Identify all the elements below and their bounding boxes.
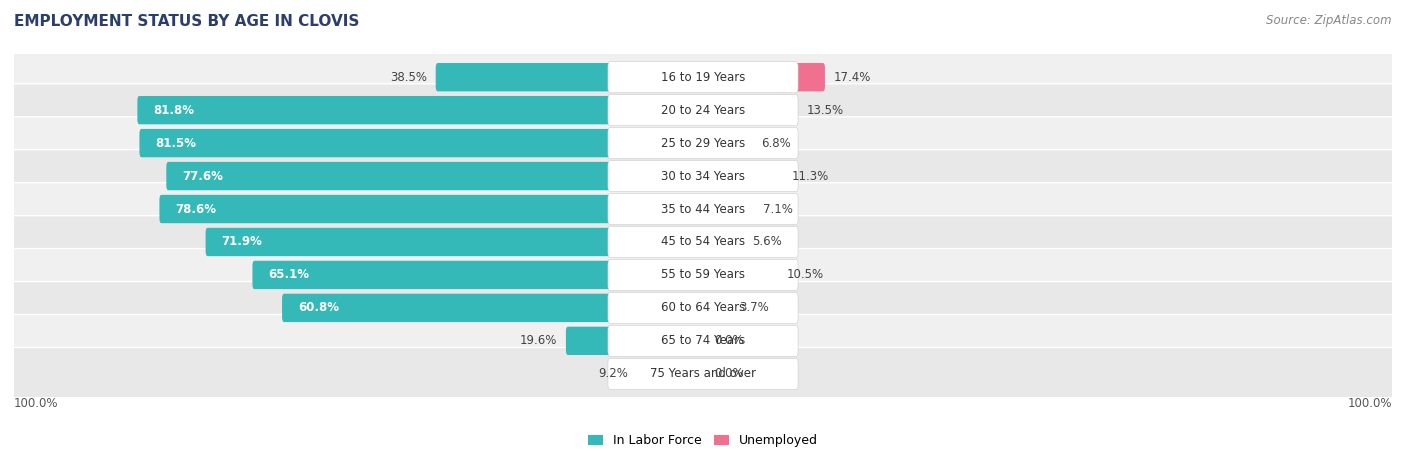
- FancyBboxPatch shape: [702, 96, 799, 124]
- FancyBboxPatch shape: [607, 292, 799, 323]
- FancyBboxPatch shape: [205, 228, 704, 256]
- FancyBboxPatch shape: [436, 63, 704, 92]
- Text: 75 Years and over: 75 Years and over: [650, 367, 756, 380]
- Text: 30 to 34 Years: 30 to 34 Years: [661, 170, 745, 183]
- FancyBboxPatch shape: [10, 117, 1396, 170]
- FancyBboxPatch shape: [283, 294, 704, 322]
- FancyBboxPatch shape: [159, 195, 704, 223]
- Text: EMPLOYMENT STATUS BY AGE IN CLOVIS: EMPLOYMENT STATUS BY AGE IN CLOVIS: [14, 14, 360, 28]
- FancyBboxPatch shape: [607, 128, 799, 159]
- FancyBboxPatch shape: [10, 216, 1396, 268]
- Text: 6.8%: 6.8%: [761, 137, 790, 150]
- Text: 81.8%: 81.8%: [153, 104, 194, 117]
- Text: 65.1%: 65.1%: [269, 268, 309, 281]
- FancyBboxPatch shape: [702, 195, 754, 223]
- Text: 38.5%: 38.5%: [389, 71, 427, 84]
- Text: 13.5%: 13.5%: [807, 104, 844, 117]
- Text: 3.7%: 3.7%: [740, 301, 769, 314]
- Text: 0.0%: 0.0%: [714, 334, 744, 347]
- FancyBboxPatch shape: [702, 228, 744, 256]
- FancyBboxPatch shape: [607, 259, 799, 290]
- Text: 0.0%: 0.0%: [714, 367, 744, 380]
- Text: 100.0%: 100.0%: [14, 397, 59, 410]
- Text: 9.2%: 9.2%: [599, 367, 628, 380]
- Text: 25 to 29 Years: 25 to 29 Years: [661, 137, 745, 150]
- FancyBboxPatch shape: [10, 314, 1396, 367]
- Text: 16 to 19 Years: 16 to 19 Years: [661, 71, 745, 84]
- Text: 71.9%: 71.9%: [221, 235, 263, 249]
- FancyBboxPatch shape: [10, 51, 1396, 104]
- FancyBboxPatch shape: [607, 193, 799, 225]
- FancyBboxPatch shape: [10, 183, 1396, 235]
- Text: 17.4%: 17.4%: [834, 71, 872, 84]
- FancyBboxPatch shape: [637, 359, 704, 388]
- Text: 35 to 44 Years: 35 to 44 Years: [661, 202, 745, 216]
- Text: 60 to 64 Years: 60 to 64 Years: [661, 301, 745, 314]
- Text: 10.5%: 10.5%: [786, 268, 824, 281]
- FancyBboxPatch shape: [702, 162, 783, 190]
- FancyBboxPatch shape: [10, 347, 1396, 400]
- FancyBboxPatch shape: [10, 150, 1396, 202]
- FancyBboxPatch shape: [166, 162, 704, 190]
- Text: 11.3%: 11.3%: [792, 170, 830, 183]
- Text: 55 to 59 Years: 55 to 59 Years: [661, 268, 745, 281]
- FancyBboxPatch shape: [565, 327, 704, 355]
- Text: 20 to 24 Years: 20 to 24 Years: [661, 104, 745, 117]
- FancyBboxPatch shape: [607, 161, 799, 192]
- Text: 65 to 74 Years: 65 to 74 Years: [661, 334, 745, 347]
- FancyBboxPatch shape: [702, 294, 731, 322]
- Text: 81.5%: 81.5%: [155, 137, 197, 150]
- FancyBboxPatch shape: [607, 226, 799, 258]
- Text: 19.6%: 19.6%: [520, 334, 557, 347]
- FancyBboxPatch shape: [253, 261, 704, 289]
- FancyBboxPatch shape: [702, 129, 752, 157]
- FancyBboxPatch shape: [10, 281, 1396, 334]
- FancyBboxPatch shape: [607, 325, 799, 356]
- Text: 45 to 54 Years: 45 to 54 Years: [661, 235, 745, 249]
- Text: 7.1%: 7.1%: [763, 202, 793, 216]
- FancyBboxPatch shape: [702, 261, 778, 289]
- FancyBboxPatch shape: [10, 84, 1396, 137]
- Text: 60.8%: 60.8%: [298, 301, 339, 314]
- FancyBboxPatch shape: [139, 129, 704, 157]
- Text: 100.0%: 100.0%: [1347, 397, 1392, 410]
- FancyBboxPatch shape: [138, 96, 704, 124]
- FancyBboxPatch shape: [607, 95, 799, 126]
- Text: Source: ZipAtlas.com: Source: ZipAtlas.com: [1267, 14, 1392, 27]
- FancyBboxPatch shape: [702, 63, 825, 92]
- Text: 5.6%: 5.6%: [752, 235, 782, 249]
- FancyBboxPatch shape: [607, 358, 799, 389]
- Text: 78.6%: 78.6%: [176, 202, 217, 216]
- FancyBboxPatch shape: [10, 249, 1396, 301]
- Legend: In Labor Force, Unemployed: In Labor Force, Unemployed: [583, 429, 823, 451]
- FancyBboxPatch shape: [607, 62, 799, 93]
- Text: 77.6%: 77.6%: [183, 170, 224, 183]
